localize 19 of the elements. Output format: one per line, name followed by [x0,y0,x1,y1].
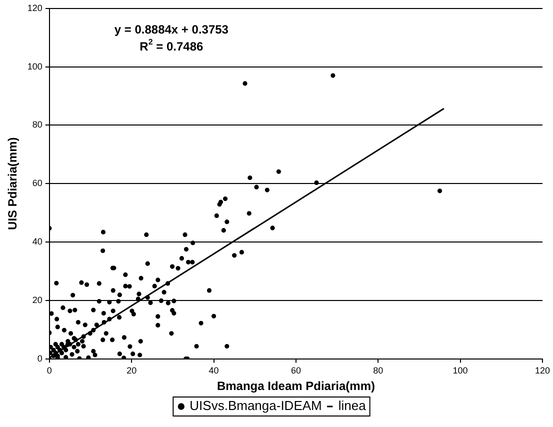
x-tick-label: 100 [452,366,468,376]
legend-label: linea [338,398,367,414]
y-tick-label: 40 [32,236,42,246]
y-tick-label: 20 [32,294,42,305]
x-axis-title: Bmanga Ideam Pdiaria(mm) [216,379,375,394]
y-axis-title: UIS Pdiaria(mm) [6,137,20,230]
annotation: y = 0.8884x + 0.3753 [114,22,229,37]
y-tick-label: 0 [37,353,42,364]
x-tick-label: 80 [373,366,384,376]
y-tick-label: 60 [32,178,42,188]
legend-label: UISvs.Bmanga-IDEAM [190,398,322,414]
x-tick-label: 40 [208,366,219,376]
x-tick-label: 120 [534,366,550,376]
x-tick-label: 20 [126,366,137,376]
y-tick-label: 100 [27,61,42,72]
y-tick-label: 80 [32,120,42,130]
y-tick-label: 120 [27,2,42,13]
x-tick-label: 60 [290,366,301,376]
x-tick-label: 0 [46,366,52,376]
